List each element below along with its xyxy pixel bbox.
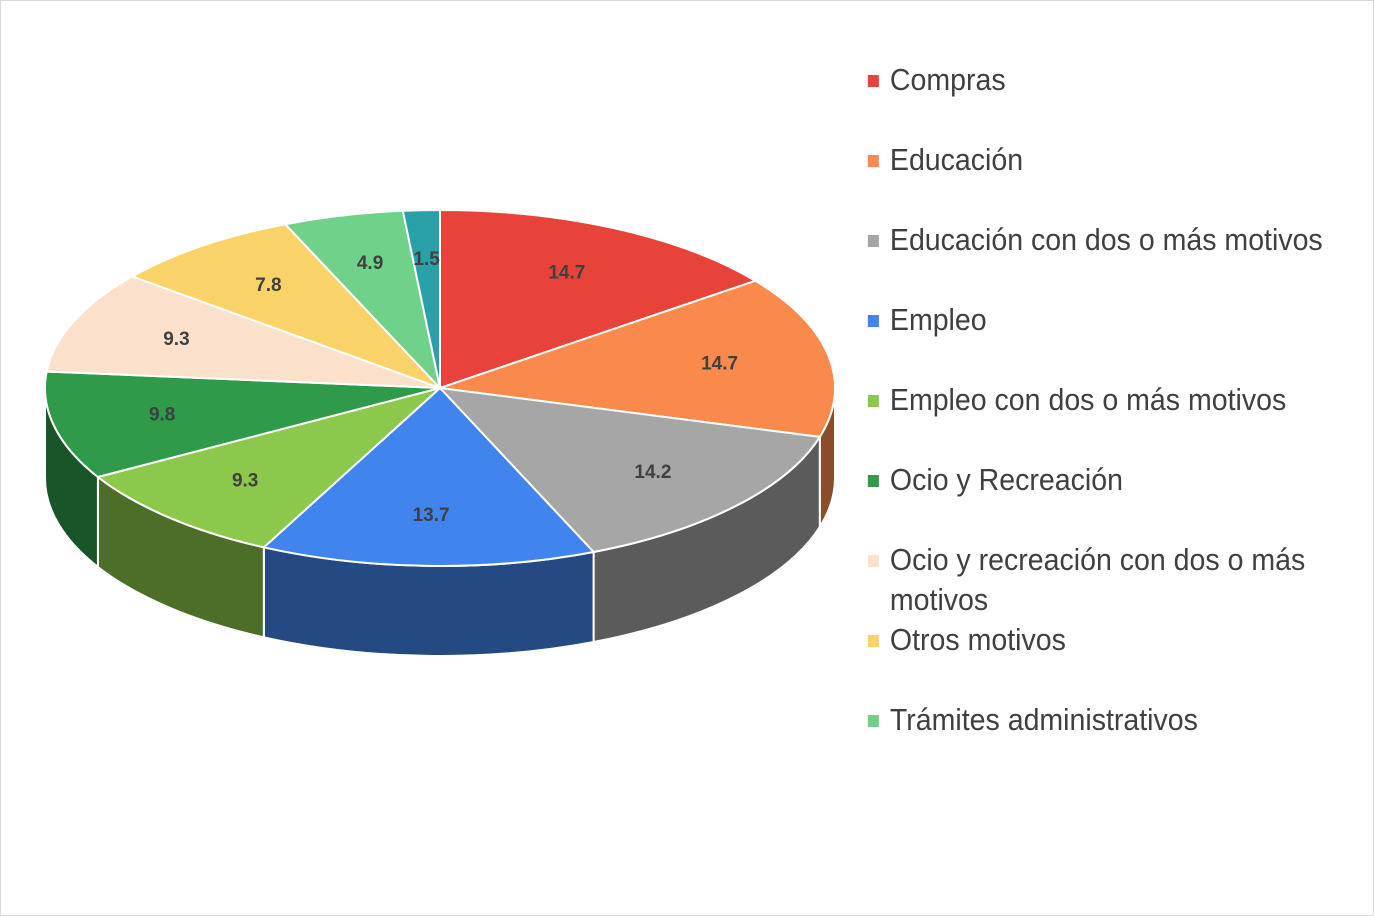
pie-slice [401, 208, 441, 389]
pie-slice [261, 386, 596, 567]
data-label: 9.3 [163, 329, 189, 350]
legend-swatch [867, 555, 879, 567]
data-label: 4.9 [357, 253, 383, 274]
legend-label: Ocio y recreación con dos o más motivos [889, 542, 1306, 617]
pie-slice [439, 279, 836, 438]
legend-item: Ocio y Recreación [866, 460, 1326, 500]
legend-item: Empleo con dos o más motivos [866, 380, 1326, 420]
legend-label: Empleo [889, 302, 987, 337]
data-label: 14.2 [634, 462, 671, 483]
legend-swatch [867, 715, 879, 727]
data-label: 14.7 [701, 354, 738, 375]
data-label: 14.7 [548, 262, 585, 283]
legend-item: Educación [866, 140, 1326, 180]
legend-item: Educación con dos o más motivos [866, 220, 1326, 260]
legend-item: Ocio y recreación con dos o más motivos [866, 540, 1326, 620]
data-label: 13.7 [413, 505, 450, 526]
legend-swatch [867, 315, 879, 327]
pie-slice [439, 208, 758, 390]
pie-slice [95, 387, 441, 549]
pie-slice [129, 223, 441, 389]
legend-swatch [867, 395, 879, 407]
data-label: 9.8 [149, 404, 175, 425]
legend-swatch [867, 475, 879, 487]
legend-swatch [867, 75, 879, 87]
data-label: 7.8 [255, 275, 281, 296]
data-label: 1.5 [413, 249, 440, 270]
legend-label: Educación con dos o más motivos [889, 222, 1323, 257]
legend-item: Compras [866, 60, 1326, 100]
legend-item: Otros motivos [866, 620, 1326, 660]
legend-swatch [867, 235, 879, 247]
data-label: 9.3 [232, 470, 258, 491]
legend-swatch [867, 155, 879, 167]
pie-slice [44, 370, 441, 479]
legend-label: Empleo con dos o más motivos [889, 382, 1287, 417]
pie-slice [45, 275, 441, 389]
legend-item: Empleo [866, 300, 1326, 340]
legend-label: Compras [889, 62, 1006, 97]
legend-swatch [867, 635, 879, 647]
legend-label: Otros motivos [889, 622, 1066, 657]
legend-label: Educación [889, 142, 1024, 177]
legend-item: Trámites administrativos [866, 700, 1326, 740]
legend-label: Ocio y Recreación [889, 462, 1123, 497]
pie-slice [437, 386, 822, 554]
legend-label: Trámites administrativos [889, 702, 1198, 737]
